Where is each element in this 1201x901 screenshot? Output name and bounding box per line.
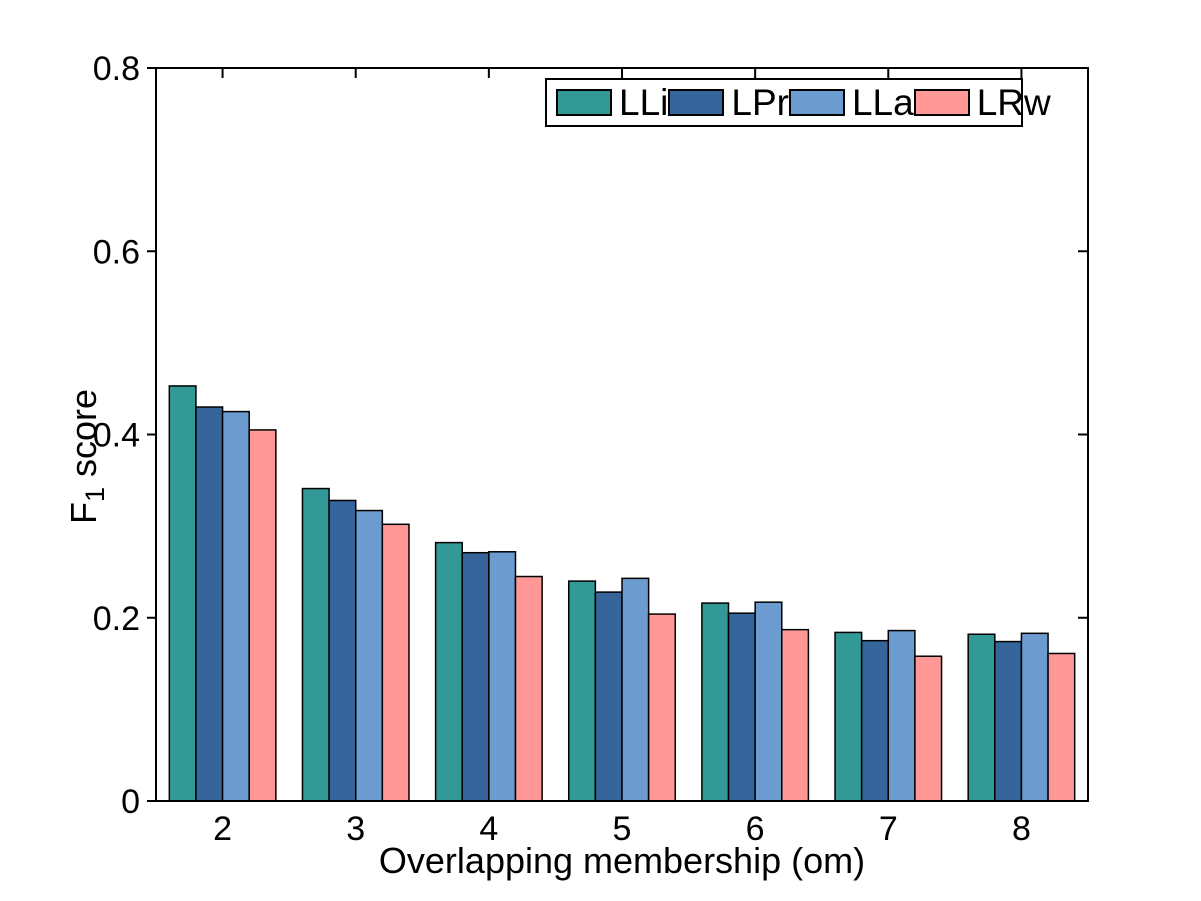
- bar-LPr-3: [328, 499, 357, 802]
- bar-LLa-3: [354, 509, 384, 802]
- bar-LPr-8: [994, 640, 1023, 802]
- legend-entry-LPr: LPr: [668, 84, 789, 121]
- bar-LLa-7: [887, 629, 916, 802]
- legend-swatch-LPr: [668, 89, 725, 116]
- legend-entry-LLi: LLi: [556, 84, 668, 121]
- legend: LLi LPr LLa LRw: [545, 78, 1051, 127]
- bar-LLi-6: [701, 602, 730, 802]
- y-tick-label: 0.8: [93, 50, 140, 88]
- x-tick-label: 5: [613, 810, 632, 848]
- bar-LRw-7: [914, 655, 943, 802]
- bar-LLa-5: [621, 577, 650, 802]
- bar-LLi-5: [567, 580, 597, 802]
- y-axis-label: F1 score: [63, 389, 110, 524]
- bar-LRw-3: [381, 523, 410, 802]
- bar-LLi-4: [434, 541, 463, 802]
- bar-LPr-5: [594, 591, 623, 802]
- y-tick-label: 0.6: [93, 233, 140, 271]
- bar-LLa-4: [488, 551, 517, 802]
- y-tick-label: 0: [121, 783, 140, 821]
- bar-LRw-8: [1047, 652, 1076, 802]
- bar-LLa-6: [754, 601, 783, 802]
- bar-LRw-4: [514, 575, 543, 802]
- bar-LLi-2: [168, 385, 197, 802]
- legend-swatch-LLa: [788, 89, 845, 116]
- x-tick-label: 6: [746, 810, 765, 848]
- x-tick-label: 8: [1012, 810, 1031, 848]
- legend-swatch-LRw: [913, 89, 970, 116]
- bar-LRw-5: [647, 613, 677, 802]
- legend-label-LLi: LLi: [619, 82, 669, 123]
- x-axis-label: Overlapping membership (om): [379, 840, 865, 881]
- bar-LLi-8: [967, 633, 996, 802]
- x-tick-label: 3: [346, 810, 365, 848]
- legend-swatch-LLi: [556, 89, 612, 116]
- bar-LRw-6: [781, 628, 810, 802]
- bar-LLi-3: [301, 487, 330, 802]
- bar-LPr-2: [195, 406, 224, 802]
- legend-entry-LRw: LRw: [913, 82, 1051, 123]
- y-tick-label: 0.4: [93, 417, 140, 455]
- legend-label-LPr: LPr: [731, 82, 789, 123]
- bar-LLa-2: [221, 410, 250, 802]
- axes-box: [155, 67, 1089, 802]
- legend-entry-LLa: LLa: [788, 82, 914, 123]
- bar-LRw-2: [248, 429, 277, 802]
- legend-label-LLa: LLa: [851, 82, 914, 123]
- bar-LLi-7: [834, 631, 863, 802]
- x-tick-label: 4: [479, 810, 498, 848]
- bar-LPr-4: [461, 551, 490, 802]
- x-tick-label: 7: [879, 810, 898, 848]
- bar-LPr-7: [860, 639, 890, 802]
- bar-LLa-8: [1020, 632, 1049, 802]
- x-tick-label: 2: [213, 810, 232, 848]
- y-tick-label: 0.2: [93, 600, 140, 638]
- plot-area: 0 0.2 0.4 0.6 0.8 2 3 4 5 6 7 8 F1 score: [63, 50, 1089, 848]
- legend-label-LRw: LRw: [976, 82, 1051, 123]
- bar-LPr-6: [727, 612, 756, 802]
